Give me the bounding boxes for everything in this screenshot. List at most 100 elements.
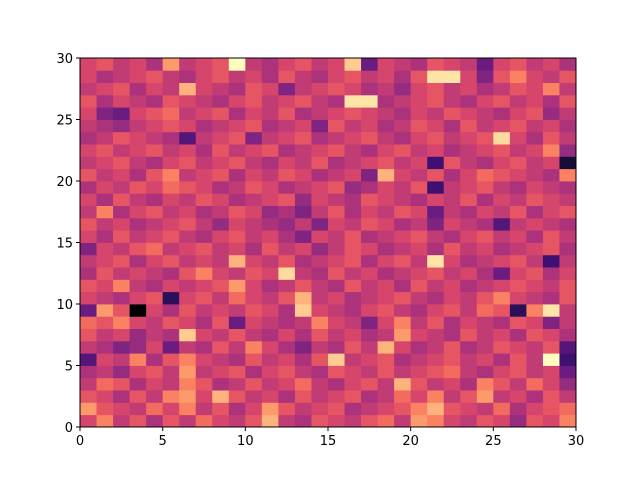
heatmap-cell xyxy=(261,254,279,268)
heatmap-cell xyxy=(493,279,511,293)
heatmap-cell xyxy=(113,365,130,379)
heatmap-cell xyxy=(162,217,180,231)
heatmap-cell xyxy=(559,279,577,293)
heatmap-cell xyxy=(80,193,97,206)
heatmap-cell xyxy=(146,94,164,108)
heatmap-cell xyxy=(443,377,461,391)
heatmap-cell xyxy=(377,267,395,280)
heatmap-cell xyxy=(129,316,147,329)
heatmap-cell xyxy=(245,402,263,416)
heatmap-cell xyxy=(344,193,362,206)
heatmap-cell xyxy=(526,291,544,305)
heatmap-cell xyxy=(96,156,114,170)
heatmap-cell xyxy=(427,377,445,391)
heatmap-cell xyxy=(526,131,544,145)
x-tick-label: 5 xyxy=(159,434,167,449)
heatmap-cell xyxy=(212,156,230,170)
heatmap-cell xyxy=(146,119,164,133)
heatmap-cell xyxy=(443,156,461,170)
heatmap-cell xyxy=(328,181,345,194)
heatmap-cell xyxy=(278,390,296,403)
heatmap-cell xyxy=(294,230,312,243)
heatmap-cell xyxy=(493,254,511,268)
heatmap-cell xyxy=(311,144,329,157)
heatmap-cell xyxy=(212,304,230,317)
heatmap-cell xyxy=(476,242,494,256)
heatmap-cell xyxy=(377,70,395,83)
heatmap-cell xyxy=(245,156,263,170)
heatmap-cell xyxy=(427,193,445,206)
heatmap-cell xyxy=(113,242,130,256)
heatmap-cell xyxy=(96,254,114,268)
heatmap-cell xyxy=(377,217,395,231)
heatmap-cell xyxy=(278,242,296,256)
heatmap-cell xyxy=(526,390,544,403)
heatmap-cell xyxy=(559,230,577,243)
heatmap-cell xyxy=(443,168,461,182)
heatmap-cell xyxy=(460,230,478,243)
heatmap-cell xyxy=(129,340,147,354)
heatmap-cell xyxy=(559,131,577,145)
heatmap-cell xyxy=(129,390,147,403)
heatmap-cell xyxy=(245,193,263,206)
heatmap-cell xyxy=(361,230,378,243)
heatmap-cell xyxy=(179,205,197,219)
heatmap-cell xyxy=(278,304,296,317)
heatmap-cell xyxy=(80,390,97,403)
heatmap-cell xyxy=(212,131,230,145)
heatmap-cell xyxy=(96,353,114,366)
heatmap-cell xyxy=(162,402,180,416)
heatmap-cell xyxy=(195,205,213,219)
heatmap-cell xyxy=(212,291,230,305)
heatmap-cell xyxy=(278,267,296,280)
heatmap-cell xyxy=(146,58,164,71)
heatmap-cell xyxy=(228,82,246,96)
heatmap-cell xyxy=(427,70,445,83)
heatmap-cell xyxy=(146,365,164,379)
heatmap-cell xyxy=(195,181,213,194)
heatmap-cell xyxy=(294,107,312,120)
heatmap-cell xyxy=(261,82,279,96)
heatmap-cell xyxy=(179,131,197,145)
heatmap-cell xyxy=(311,267,329,280)
heatmap-cell xyxy=(294,340,312,354)
heatmap-cell xyxy=(476,144,494,157)
heatmap-cell xyxy=(80,291,97,305)
heatmap-cell xyxy=(542,340,560,354)
heatmap-cell xyxy=(410,168,428,182)
heatmap-cell xyxy=(80,205,97,219)
heatmap-cell xyxy=(228,156,246,170)
heatmap-cell xyxy=(80,70,97,83)
heatmap-cell xyxy=(80,119,97,133)
heatmap-cell xyxy=(228,107,246,120)
heatmap-cell xyxy=(427,254,445,268)
heatmap-cell xyxy=(542,402,560,416)
heatmap-cell xyxy=(113,156,130,170)
heatmap-cell xyxy=(129,242,147,256)
heatmap-cell xyxy=(377,58,395,71)
heatmap-cell xyxy=(460,107,478,120)
heatmap-cell xyxy=(311,230,329,243)
heatmap-cell xyxy=(96,181,114,194)
heatmap-cell xyxy=(212,119,230,133)
heatmap-cell xyxy=(311,365,329,379)
heatmap-cell xyxy=(509,94,527,108)
heatmap-cell xyxy=(278,193,296,206)
heatmap-cell xyxy=(460,217,478,231)
heatmap-cell xyxy=(410,119,428,133)
heatmap-cell xyxy=(460,168,478,182)
heatmap-cell xyxy=(509,205,527,219)
heatmap-cell xyxy=(493,365,511,379)
heatmap-cell xyxy=(129,107,147,120)
heatmap-cell xyxy=(344,328,362,342)
heatmap-cell xyxy=(294,353,312,366)
heatmap-cell xyxy=(328,328,345,342)
heatmap-cell xyxy=(427,291,445,305)
heatmap-cell xyxy=(245,365,263,379)
heatmap-cell xyxy=(394,340,412,354)
heatmap-cell xyxy=(96,107,114,120)
heatmap-cell xyxy=(212,70,230,83)
heatmap-cell xyxy=(212,377,230,391)
heatmap-cell xyxy=(559,242,577,256)
heatmap-cell xyxy=(427,340,445,354)
